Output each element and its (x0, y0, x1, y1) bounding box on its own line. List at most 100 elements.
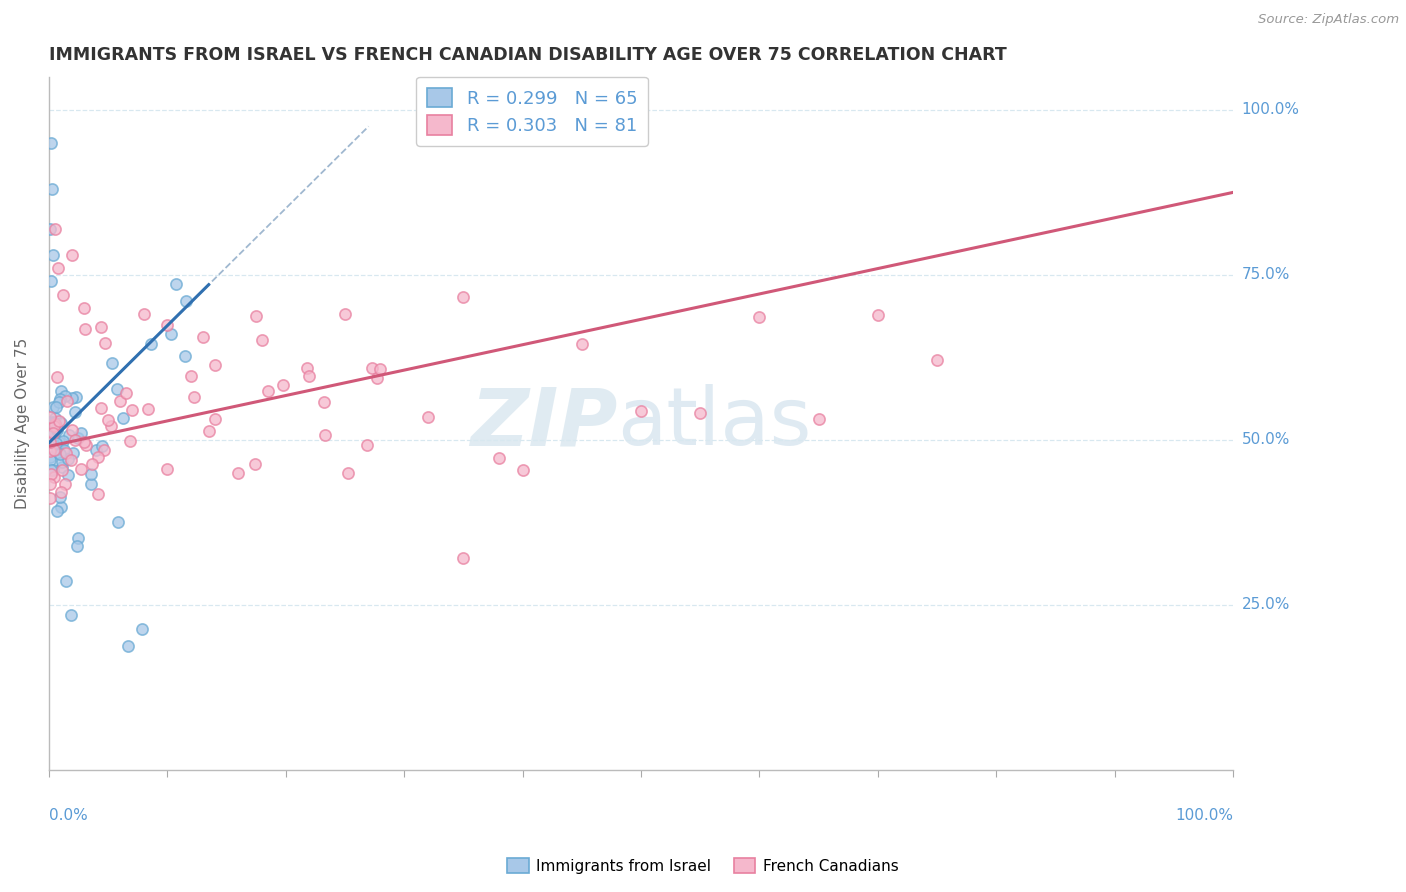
Point (39, 463, 62, 477)
Point (48, 395, 70, 409)
Point (52, 434, 75, 448)
Point (44, 416, 66, 430)
Point (63, 405, 86, 419)
Point (73, 322, 96, 336)
Point (39, 136, 62, 150)
Point (366, 370, 388, 384)
Point (45, 400, 67, 414)
Point (42, 443, 65, 458)
Point (630, 404, 652, 418)
Text: ZIP: ZIP (470, 384, 617, 462)
Point (82, 457, 104, 471)
Point (41, 182, 63, 196)
Point (39, 274, 62, 288)
Point (257, 384, 280, 398)
Point (44, 427, 66, 442)
Point (52, 287, 75, 301)
Point (131, 622, 153, 636)
Point (93, 336, 115, 351)
Point (53, 476, 76, 491)
Point (42, 248, 65, 262)
Point (139, 337, 162, 351)
Point (65, 390, 87, 404)
Point (927, 353, 949, 368)
Point (245, 309, 267, 323)
Point (39, 453, 62, 467)
Point (58, 467, 80, 482)
Point (42, 401, 65, 415)
Text: IMMIGRANTS FROM ISRAEL VS FRENCH CANADIAN DISABILITY AGE OVER 75 CORRELATION CHA: IMMIGRANTS FROM ISRAEL VS FRENCH CANADIA… (49, 46, 1007, 64)
Point (42, 470, 65, 484)
Point (453, 290, 475, 304)
Text: 75.0%: 75.0% (1241, 268, 1289, 282)
Point (62, 446, 84, 460)
Point (56, 393, 79, 408)
Point (49, 392, 72, 407)
Point (39, 467, 62, 482)
Point (39, 491, 62, 505)
Point (198, 424, 221, 438)
Point (73, 301, 96, 315)
Point (115, 386, 138, 401)
Point (46, 261, 69, 276)
Point (488, 450, 510, 465)
Point (73, 435, 96, 450)
Point (48, 447, 70, 461)
Point (84, 443, 107, 458)
Point (204, 411, 226, 425)
Point (226, 466, 249, 480)
Point (49, 500, 72, 514)
Point (107, 515, 129, 529)
Point (39, 409, 62, 424)
Point (90, 401, 112, 416)
Point (42, 425, 65, 440)
Point (51, 463, 73, 477)
Point (39, 221, 62, 235)
Point (866, 308, 889, 322)
Point (361, 360, 384, 375)
Point (512, 462, 534, 476)
Point (132, 307, 155, 321)
Point (108, 394, 131, 409)
Point (250, 333, 273, 347)
Point (117, 640, 139, 654)
Point (91, 440, 114, 454)
Point (56, 452, 79, 467)
Point (39, 450, 62, 464)
Point (48, 414, 70, 428)
Point (49, 384, 72, 398)
Point (62, 248, 84, 262)
Point (66, 531, 89, 545)
Point (44, 417, 66, 431)
Point (748, 310, 770, 325)
Point (59, 453, 82, 467)
Point (66, 431, 89, 445)
Point (105, 383, 128, 397)
Point (49, 416, 72, 430)
Text: 0.0%: 0.0% (49, 808, 87, 823)
Point (689, 405, 711, 419)
Point (312, 395, 335, 409)
Point (180, 369, 202, 384)
Point (453, 551, 475, 566)
Point (356, 437, 378, 451)
Point (45, 435, 67, 450)
Point (45, 424, 67, 438)
Point (136, 402, 159, 417)
Text: Source: ZipAtlas.com: Source: ZipAtlas.com (1258, 13, 1399, 27)
Point (86, 450, 108, 464)
Point (42, 462, 65, 476)
Point (160, 327, 183, 342)
Point (571, 337, 593, 351)
Point (333, 307, 356, 321)
Text: 25.0%: 25.0% (1241, 597, 1289, 612)
Point (295, 361, 318, 376)
Point (39, 429, 62, 443)
Point (90, 320, 112, 334)
Point (183, 390, 205, 404)
Point (55, 574, 77, 588)
Point (59, 607, 82, 622)
Point (44, 419, 66, 434)
Point (370, 361, 392, 376)
Point (204, 358, 226, 372)
